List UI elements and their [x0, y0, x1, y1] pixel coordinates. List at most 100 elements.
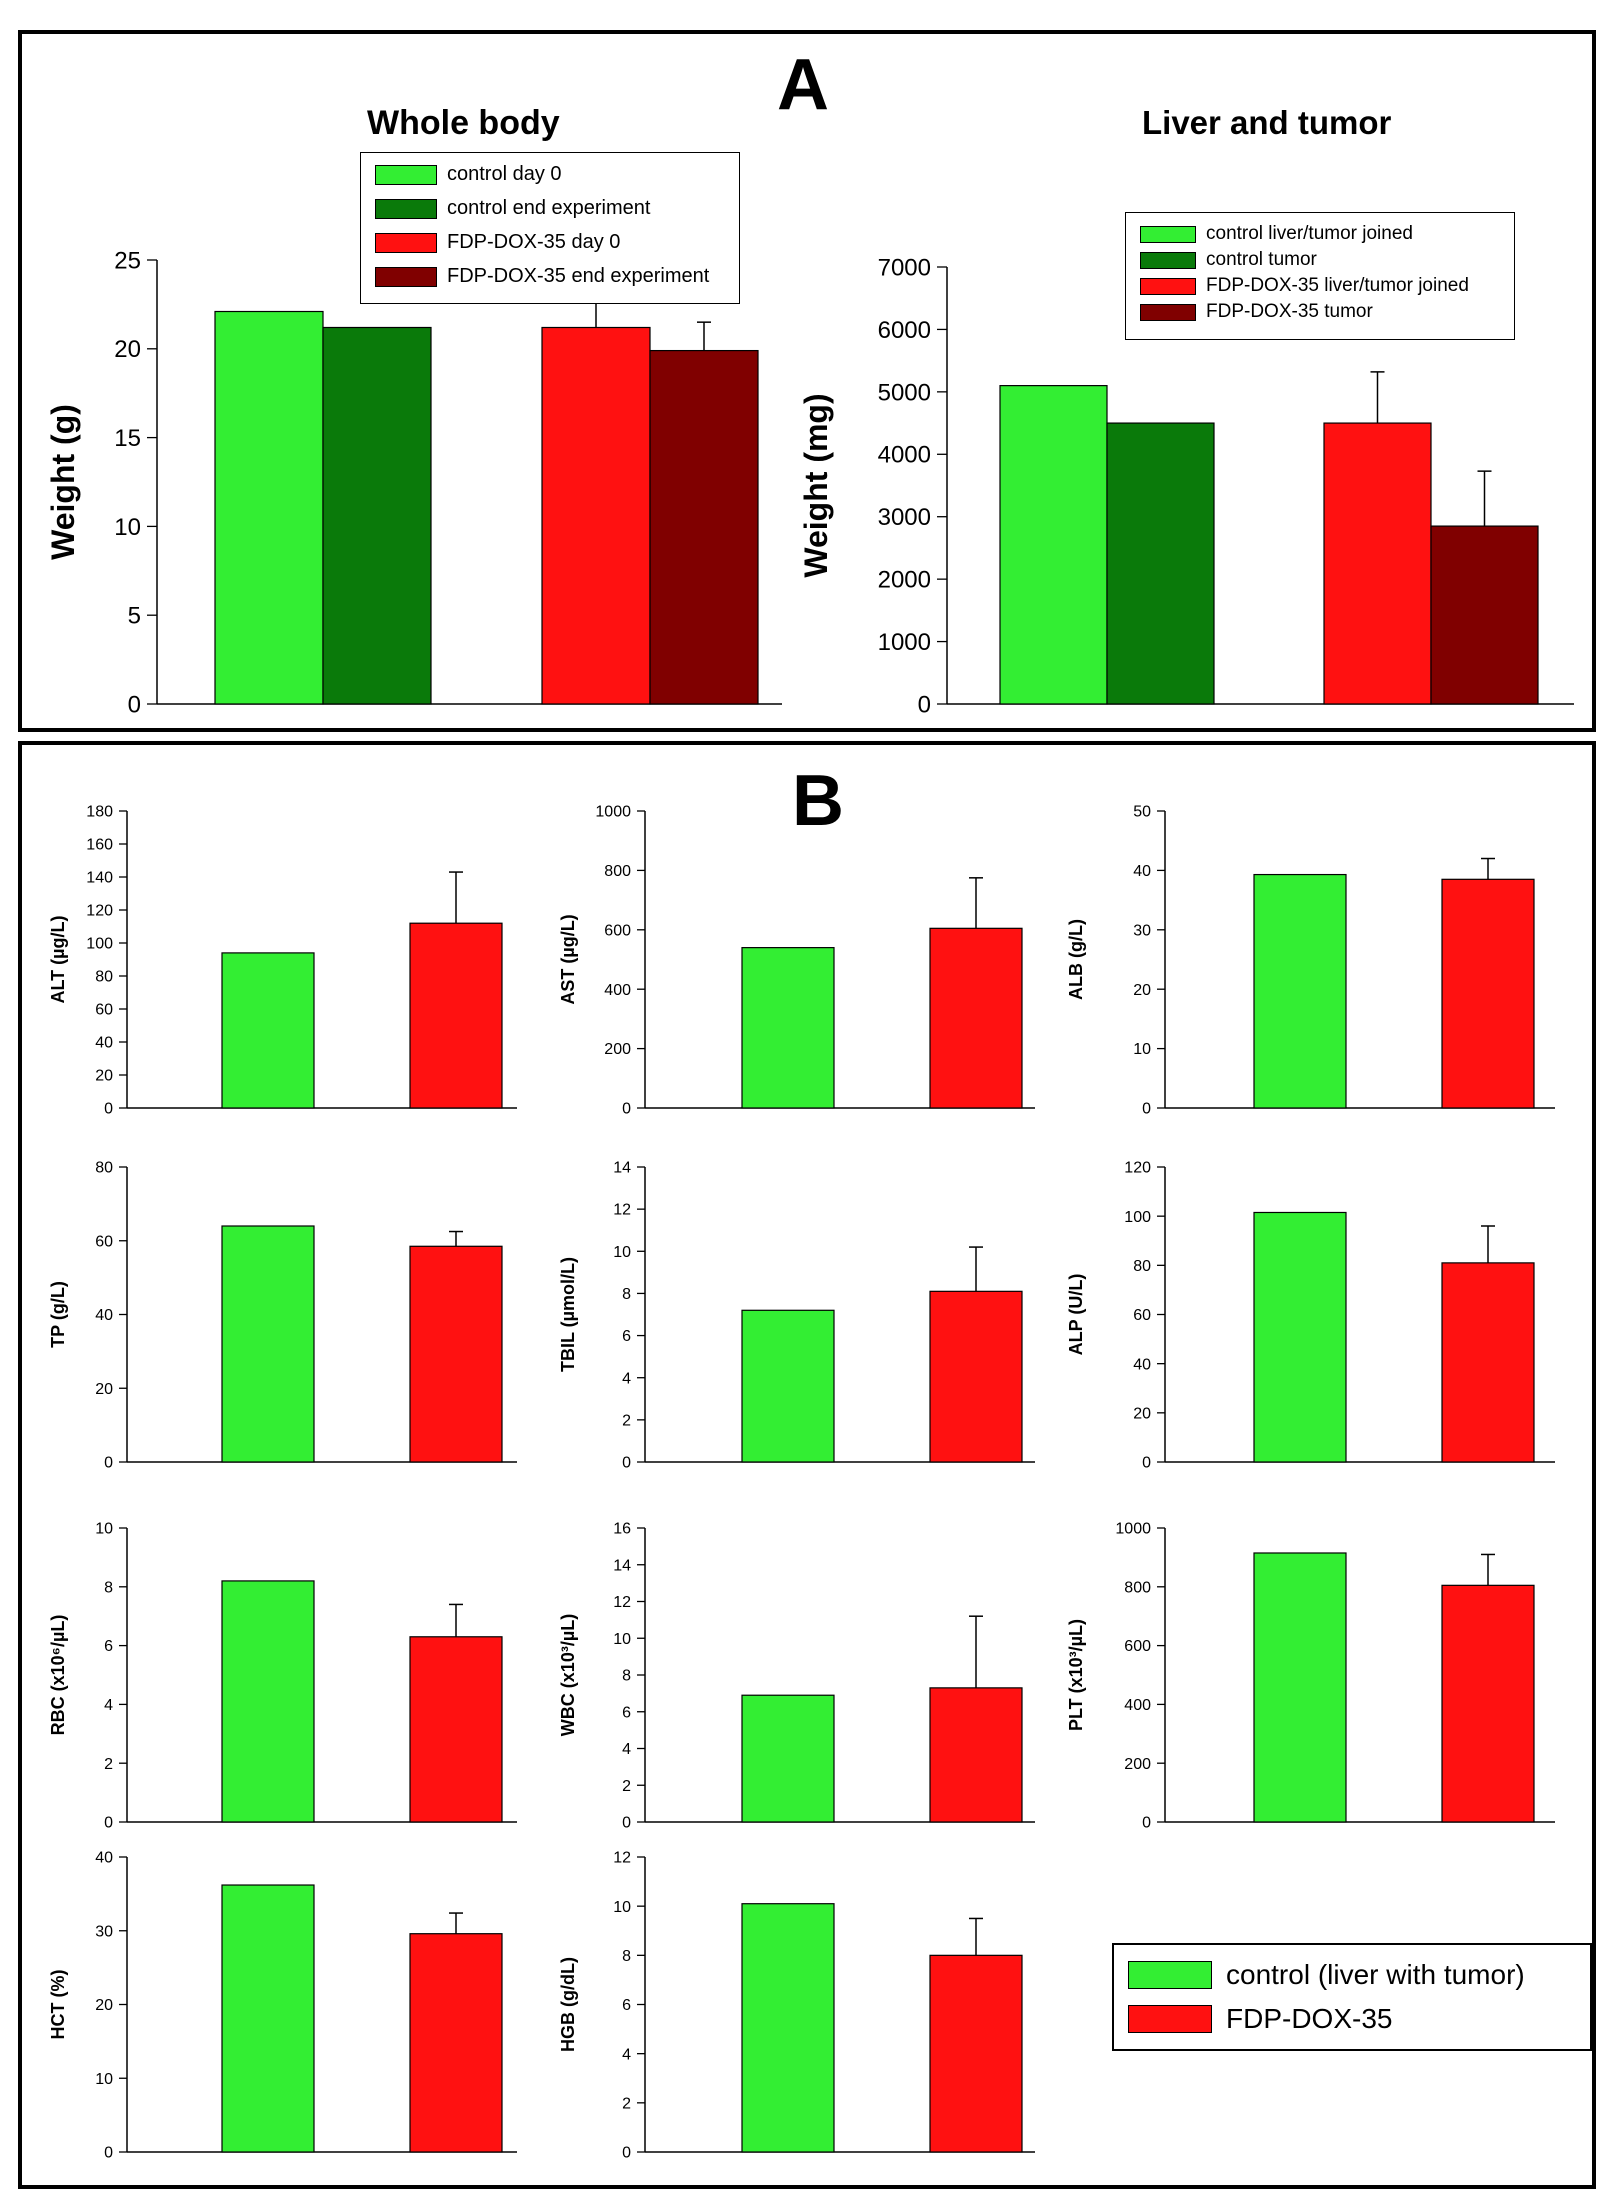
liver-tumor-bar — [1323, 422, 1432, 705]
chart-tp-ytick-label: 80 — [95, 1160, 113, 1177]
whole-body-legend-label: FDP-DOX-35 day 0 — [447, 231, 621, 253]
chart-wbc-ytick-label: 2 — [622, 1778, 631, 1795]
liver-tumor-legend-item: FDP-DOX-35 liver/tumor joined — [1140, 275, 1469, 297]
legend-item-fdp-dox-35: FDP-DOX-35 — [1128, 2003, 1392, 2035]
chart-ast-ytick-label: 200 — [604, 1041, 631, 1058]
liver-tumor-ytick-label: 3000 — [878, 504, 931, 531]
chart-rbc-ytick-label: 8 — [104, 1579, 113, 1596]
liver-tumor-ytick-label: 6000 — [878, 317, 931, 344]
whole-body-ytick-label: 10 — [114, 514, 141, 541]
chart-hgb-y-axis-label: HGB (g/dL) — [558, 1957, 578, 2052]
chart-tbil-ytick-label: 0 — [622, 1455, 631, 1472]
chart-wbc-ytick-label: 6 — [622, 1704, 631, 1721]
chart-wbc-bar — [929, 1687, 1023, 1823]
chart-alt-ytick-label: 40 — [95, 1035, 113, 1052]
chart-alt-y-axis-label: ALT (µg/L) — [48, 915, 68, 1003]
legend-label-fdp-dox-35: FDP-DOX-35 — [1226, 2003, 1393, 2034]
chart-alp-ytick-label: 20 — [1133, 1405, 1151, 1422]
chart-ast-y-axis-label: AST (µg/L) — [558, 914, 578, 1004]
chart-alb-ytick-label: 20 — [1133, 982, 1151, 999]
chart-tbil-ytick-label: 12 — [613, 1202, 631, 1219]
whole-body-legend-label: FDP-DOX-35 end experiment — [447, 265, 710, 287]
chart-wbc-ytick-label: 14 — [613, 1557, 631, 1574]
chart-alt-ytick-label: 20 — [95, 1068, 113, 1085]
liver-tumor-ytick-label: 0 — [918, 691, 931, 718]
chart-plt-ytick-label: 200 — [1124, 1756, 1151, 1773]
chart-alb-bar — [1441, 878, 1535, 1109]
chart-rbc-ytick-label: 2 — [104, 1756, 113, 1773]
chart-alp-ytick-label: 0 — [1142, 1455, 1151, 1472]
chart-hct-bar — [221, 1884, 315, 2153]
chart-tp-bar — [221, 1225, 315, 1463]
liver-tumor-legend-item: control tumor — [1140, 249, 1317, 271]
chart-alt-ytick-label: 160 — [86, 837, 113, 854]
whole-body-legend-item: control end experiment — [375, 197, 650, 220]
chart-hgb-ytick-label: 0 — [622, 2145, 631, 2162]
whole-body-ytick-label: 25 — [114, 247, 141, 274]
chart-rbc-ytick-label: 10 — [95, 1521, 113, 1538]
chart-ast-ytick-label: 600 — [604, 922, 631, 939]
chart-tp-y-axis-label: TP (g/L) — [48, 1281, 68, 1348]
chart-plt-bar — [1441, 1584, 1535, 1823]
liver-tumor-bar — [1106, 422, 1215, 705]
liver-tumor-legend-swatch — [1140, 303, 1196, 321]
chart-hct-ytick-label: 10 — [95, 2071, 113, 2088]
chart-hgb-bar — [741, 1903, 835, 2153]
chart-tbil-ytick-label: 8 — [622, 1286, 631, 1303]
chart-rbc-ytick-label: 6 — [104, 1638, 113, 1655]
chart-plt-ytick-label: 800 — [1124, 1579, 1151, 1596]
chart-alp-bar — [1253, 1211, 1347, 1463]
panel-a-label: A — [777, 45, 829, 125]
whole-body-legend-label: control end experiment — [447, 197, 651, 219]
chart-tbil-ytick-label: 2 — [622, 1412, 631, 1429]
chart-hct-ytick-label: 20 — [95, 1997, 113, 2014]
chart-hct-bar — [409, 1933, 503, 2153]
chart-alb-y-axis-label: ALB (g/L) — [1066, 919, 1086, 1000]
whole-body-y-axis-label: Weight (g) — [45, 404, 81, 560]
chart-plt-bar — [1253, 1552, 1347, 1823]
chart-plt-y-axis-label: PLT (x10³/µL) — [1066, 1619, 1086, 1731]
whole-body-chart: 0 5 10 15 20 25 Weight (g) — [45, 247, 782, 718]
chart-hgb-ytick-label: 8 — [622, 1948, 631, 1965]
liver-tumor-legend-label: FDP-DOX-35 tumor — [1206, 301, 1373, 322]
chart-ast-bar — [929, 927, 1023, 1109]
chart-wbc-bar — [741, 1694, 835, 1823]
chart-plt-ytick-label: 0 — [1142, 1815, 1151, 1832]
liver-tumor-legend-label: control tumor — [1206, 249, 1317, 270]
panel-b-legend: control (liver with tumor) FDP-DOX-35 — [1112, 1943, 1592, 2051]
chart-tbil-ytick-label: 10 — [613, 1244, 631, 1261]
chart-alt-ytick-label: 180 — [86, 804, 113, 821]
liver-tumor-legend-label: control liver/tumor joined — [1206, 223, 1413, 244]
chart-alt-ytick-label: 120 — [86, 903, 113, 920]
chart-alb-ytick-label: 10 — [1133, 1041, 1151, 1058]
chart-tbil-y-axis-label: TBIL (µmol/L) — [558, 1257, 578, 1372]
chart-ast-ytick-label: 800 — [604, 863, 631, 880]
liver-tumor-ytick-label: 4000 — [878, 442, 931, 469]
whole-body-legend-swatch — [375, 232, 437, 253]
chart-wbc-ytick-label: 16 — [613, 1521, 631, 1538]
chart-tp-ytick-label: 40 — [95, 1307, 113, 1324]
chart-wbc-y-axis-label: WBC (x10³/µL) — [558, 1614, 578, 1736]
chart-tbil-bar — [929, 1290, 1023, 1463]
whole-body-ytick-label: 5 — [128, 603, 141, 630]
chart-alt-ytick-label: 140 — [86, 870, 113, 887]
chart-alp-ytick-label: 40 — [1133, 1356, 1151, 1373]
chart-wbc-ytick-label: 12 — [613, 1594, 631, 1611]
chart-ast-bar — [741, 947, 835, 1109]
liver-tumor-legend-swatch — [1140, 277, 1196, 295]
legend-swatch-fdp-dox-35 — [1128, 2005, 1212, 2033]
chart-tp-bar — [409, 1245, 503, 1463]
chart-tbil-ytick-label: 14 — [613, 1160, 631, 1177]
liver-tumor-legend: control liver/tumor joined control tumor F… — [1125, 212, 1515, 340]
chart-tbil-bar — [741, 1309, 835, 1463]
whole-body-legend-swatch — [375, 198, 437, 219]
panel-b: B 0 20 40 60 80 100 120 140 160 180 ALT (µg/L) 0 200… — [18, 741, 1596, 2189]
liver-tumor-bar — [1430, 525, 1539, 705]
liver-tumor-legend-label: FDP-DOX-35 liver/tumor joined — [1206, 275, 1469, 296]
chart-wbc-ytick-label: 10 — [613, 1631, 631, 1648]
liver-tumor-bar — [999, 385, 1108, 705]
chart-wbc-ytick-label: 0 — [622, 1815, 631, 1832]
chart-rbc-ytick-label: 4 — [104, 1697, 113, 1714]
liver-tumor-legend-swatch — [1140, 251, 1196, 269]
